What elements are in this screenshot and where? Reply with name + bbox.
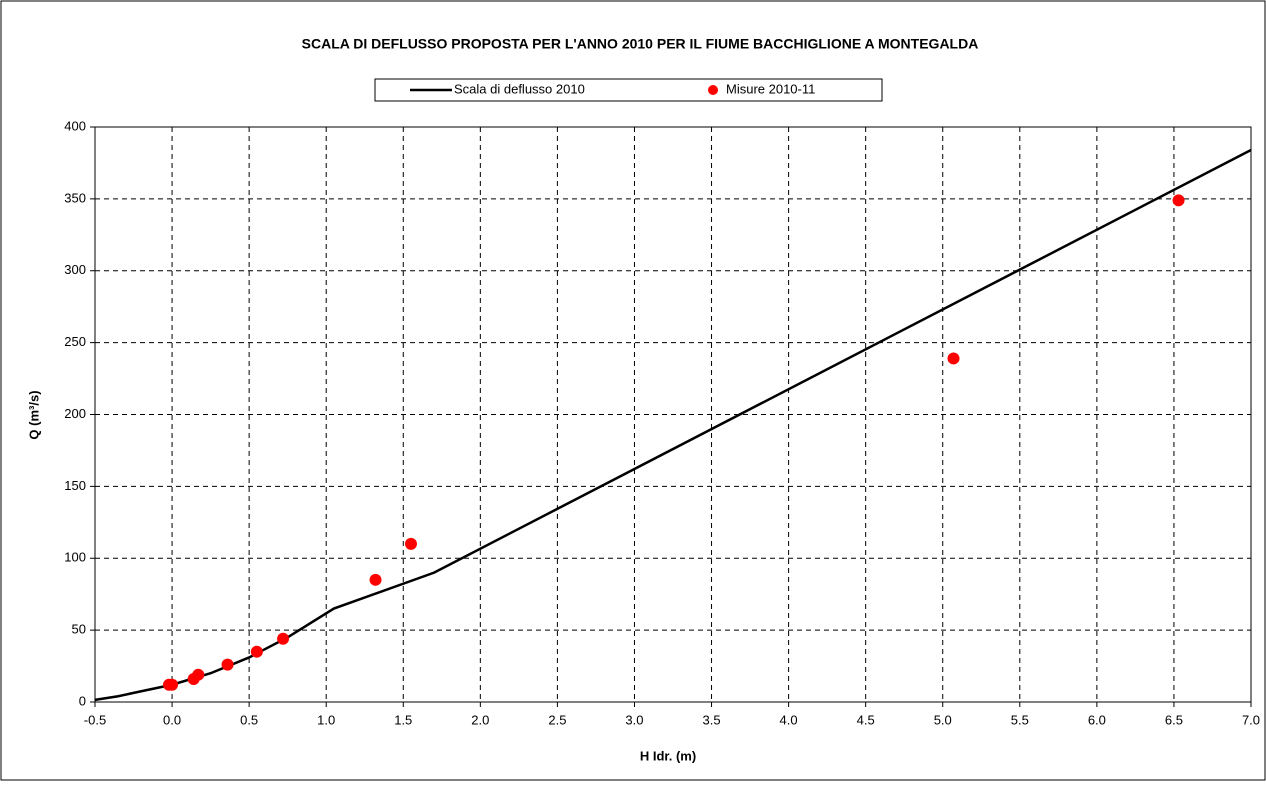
y-tick-label: 400	[64, 118, 86, 133]
measurement-point	[277, 632, 290, 645]
chart-title: SCALA DI DEFLUSSO PROPOSTA PER L'ANNO 20…	[302, 36, 979, 52]
x-tick-label: 6.5	[1165, 712, 1183, 727]
x-tick-label: -0.5	[84, 712, 106, 727]
measurement-point	[947, 352, 960, 365]
x-tick-label: 1.0	[317, 712, 335, 727]
x-tick-label: 0.0	[163, 712, 181, 727]
measurement-point	[192, 668, 205, 681]
x-tick-label: 6.0	[1088, 712, 1106, 727]
x-tick-label: 7.0	[1242, 712, 1260, 727]
y-tick-label: 350	[64, 190, 86, 205]
y-tick-label: 250	[64, 334, 86, 349]
x-tick-label: 0.5	[240, 712, 258, 727]
x-tick-label: 5.5	[1011, 712, 1029, 727]
x-tick-label: 2.0	[471, 712, 489, 727]
y-tick-label: 300	[64, 262, 86, 277]
legend-swatch	[708, 85, 718, 95]
x-tick-label: 3.0	[625, 712, 643, 727]
y-tick-label: 200	[64, 406, 86, 421]
measurement-point	[1172, 194, 1185, 207]
x-tick-label: 2.5	[548, 712, 566, 727]
x-tick-label: 4.5	[857, 712, 875, 727]
measurement-point	[166, 678, 179, 691]
x-tick-label: 1.5	[394, 712, 412, 727]
legend-label: Scala di deflusso 2010	[454, 81, 585, 96]
x-axis-label: H Idr. (m)	[640, 748, 696, 763]
x-tick-label: 5.0	[934, 712, 952, 727]
measurement-point	[221, 658, 234, 671]
y-axis-label: Q (m³/s)	[26, 390, 41, 439]
x-tick-label: 3.5	[702, 712, 720, 727]
y-tick-label: 0	[79, 693, 86, 708]
y-tick-label: 150	[64, 478, 86, 493]
legend-label: Misure 2010-11	[726, 81, 815, 96]
y-tick-label: 100	[64, 550, 86, 565]
measurement-point	[250, 645, 263, 658]
x-tick-label: 4.0	[780, 712, 798, 727]
y-tick-label: 50	[72, 622, 86, 637]
legend-box	[374, 78, 883, 102]
measurement-point	[369, 573, 382, 586]
measurement-point	[404, 537, 417, 550]
